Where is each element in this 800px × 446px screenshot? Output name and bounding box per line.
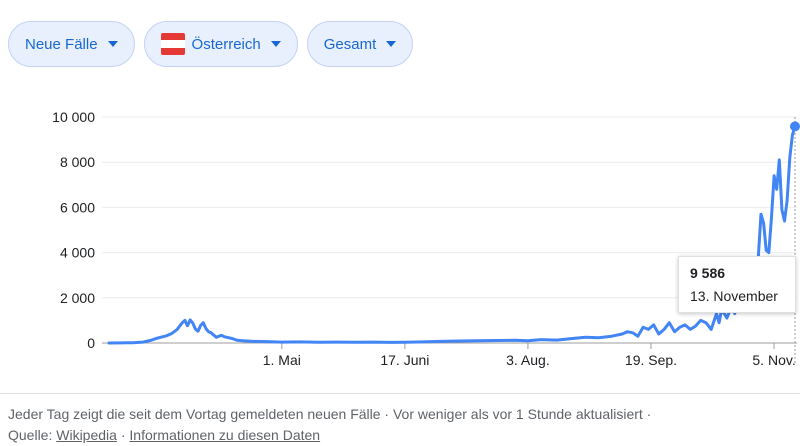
y-tick-label: 4 000 (60, 245, 95, 261)
y-tick-label: 10 000 (52, 109, 95, 125)
filter-bar: Neue Fälle Österreich Gesamt (8, 21, 414, 67)
y-tick-label: 6 000 (60, 199, 95, 215)
chart-tooltip: 9 586 13. November (678, 256, 796, 313)
chevron-down-icon (107, 41, 118, 47)
y-tick-label: 2 000 (60, 290, 95, 306)
y-tick-label: 8 000 (60, 154, 95, 170)
cases-chart[interactable]: 0 2 000 4 000 6 000 8 000 10 000 1. Mai 17. Jun… (0, 90, 800, 380)
austria-flag-icon (160, 33, 185, 55)
chevron-down-icon (270, 41, 281, 47)
chart-footer: Jeder Tag zeigt die seit dem Vortag geme… (8, 404, 651, 446)
country-dropdown[interactable]: Österreich (143, 21, 298, 67)
x-tick-label: 19. Sep. (625, 352, 677, 368)
x-tick-label: 5. Nov. (752, 352, 795, 368)
data-info-link[interactable]: Informationen zu diesen Daten (129, 427, 321, 443)
source-label: Quelle: (8, 427, 53, 443)
y-tick-label: 0 (87, 335, 95, 351)
x-tick-label: 3. Aug. (506, 352, 550, 368)
footer-description: Jeder Tag zeigt die seit dem Vortag geme… (8, 406, 652, 422)
footer-divider (0, 393, 800, 394)
metric-dropdown[interactable]: Neue Fälle (8, 21, 135, 67)
metric-dropdown-label: Neue Fälle (25, 35, 98, 53)
footer-separator: · (120, 427, 126, 443)
range-dropdown-label: Gesamt (323, 35, 377, 53)
x-tick-label: 17. Juni (380, 352, 429, 368)
wikipedia-link[interactable]: Wikipedia (56, 427, 117, 443)
country-dropdown-label: Österreich (191, 35, 261, 53)
chevron-down-icon (386, 41, 397, 47)
x-tick-label: 1. Mai (263, 352, 301, 368)
range-dropdown[interactable]: Gesamt (306, 21, 414, 67)
tooltip-date: 13. November (690, 288, 778, 304)
highlight-point (790, 121, 800, 132)
tooltip-value: 9 586 (690, 265, 726, 281)
footer-source-line: Quelle: Wikipedia · Informationen zu die… (8, 425, 651, 446)
